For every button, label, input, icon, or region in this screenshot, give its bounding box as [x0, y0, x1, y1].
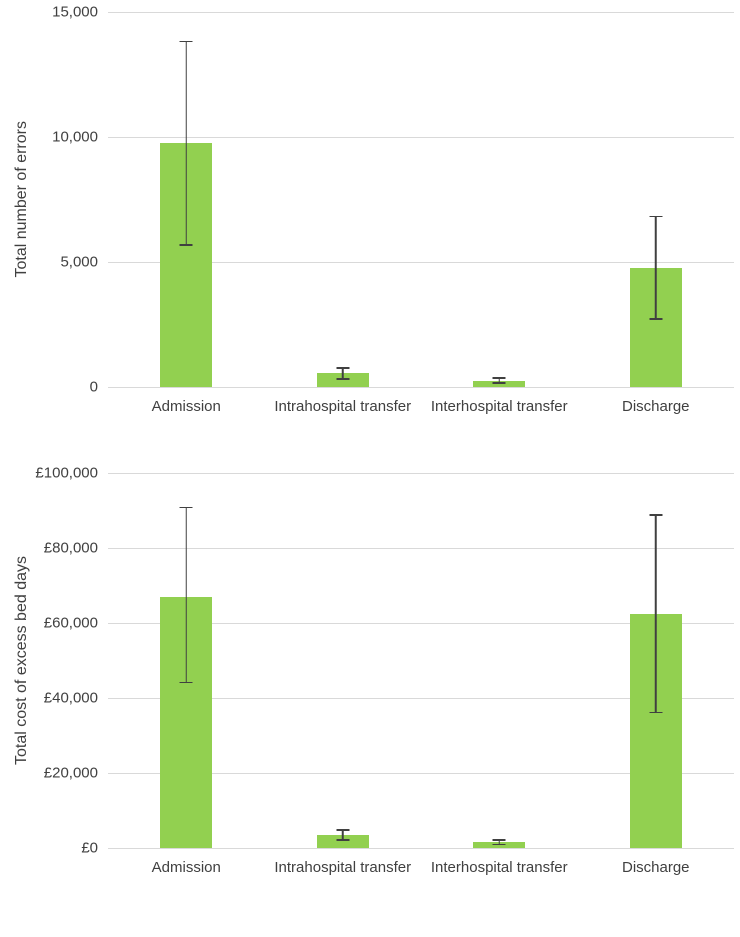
- x-category-label: Discharge: [621, 859, 690, 876]
- y-axis-title-column: Total cost of excess bed days: [8, 473, 36, 848]
- bar: [473, 380, 526, 387]
- y-tick-label: £80,000: [43, 539, 98, 557]
- y-axis: 0 5,000 10,000 15,000: [36, 4, 108, 396]
- x-category-label: Interhospital transfer: [430, 398, 568, 415]
- y-axis: £0 £20,000 £40,000 £60,000 £80,000 £100,000: [35, 465, 108, 857]
- error-bar: [649, 215, 663, 320]
- error-bar-stem: [498, 839, 500, 846]
- y-tick-label: £60,000: [43, 614, 98, 632]
- x-category-label: Interhospital transfer: [430, 859, 568, 876]
- error-bar: [336, 367, 350, 380]
- plot-row: 0 5,000 10,000 15,000: [36, 4, 734, 396]
- bar: [316, 834, 369, 848]
- chart-total-cost: Total cost of excess bed days £0 £20,000 £…: [8, 465, 734, 878]
- gridline: [108, 773, 734, 774]
- gridline: [108, 848, 734, 849]
- error-bar-stem: [655, 514, 657, 713]
- chart-body: 0 5,000 10,000 15,000 Admission Intrahospita…: [36, 4, 734, 417]
- y-tick-label: £100,000: [35, 464, 98, 482]
- y-tick-label: £20,000: [43, 764, 98, 782]
- x-axis: Admission Intrahospital transfer Interhosp…: [108, 848, 734, 878]
- x-category-label: Discharge: [621, 398, 690, 415]
- error-bar-stem: [498, 377, 500, 384]
- error-bar: [179, 40, 193, 246]
- error-bar: [336, 829, 350, 841]
- chart-total-errors: Total number of errors 0 5,000 10,000 15,00…: [8, 4, 734, 417]
- gridline: [108, 698, 734, 699]
- gridline: [108, 262, 734, 263]
- bar: [316, 373, 369, 387]
- y-tick-label: £40,000: [43, 689, 98, 707]
- x-axis: Admission Intrahospital transfer Interhosp…: [108, 387, 734, 417]
- y-tick-label: £0: [81, 839, 98, 857]
- gridline: [108, 387, 734, 388]
- error-bar-stem: [185, 40, 187, 246]
- gridline: [108, 473, 734, 474]
- y-tick-label: 0: [89, 378, 98, 396]
- gridline: [108, 623, 734, 624]
- gridline: [108, 548, 734, 549]
- error-bar: [649, 514, 663, 713]
- error-bar-stem: [342, 829, 344, 841]
- chart-body: £0 £20,000 £40,000 £60,000 £80,000 £100,000 A…: [35, 465, 734, 878]
- y-axis-title-column: Total number of errors: [8, 12, 36, 387]
- error-bar-stem: [655, 215, 657, 320]
- plot-area: [108, 12, 734, 388]
- error-bar: [179, 506, 193, 683]
- y-tick-label: 15,000: [52, 3, 98, 21]
- x-category-label: Intrahospital transfer: [274, 859, 412, 876]
- y-tick-label: 10,000: [52, 128, 98, 146]
- error-bar-stem: [185, 506, 187, 683]
- gridline: [108, 12, 734, 13]
- error-bar: [492, 377, 506, 384]
- plot-row: £0 £20,000 £40,000 £60,000 £80,000 £100,000: [35, 465, 734, 857]
- plot-area: [108, 473, 734, 849]
- x-category-label: Admission: [151, 398, 221, 415]
- y-axis-title: Total cost of excess bed days: [13, 556, 30, 765]
- y-axis-title: Total number of errors: [13, 121, 30, 278]
- error-bar: [492, 839, 506, 846]
- y-tick-label: 5,000: [60, 253, 98, 271]
- x-category-label: Admission: [151, 859, 221, 876]
- gridline: [108, 137, 734, 138]
- error-bar-stem: [342, 367, 344, 380]
- x-category-label: Intrahospital transfer: [274, 398, 412, 415]
